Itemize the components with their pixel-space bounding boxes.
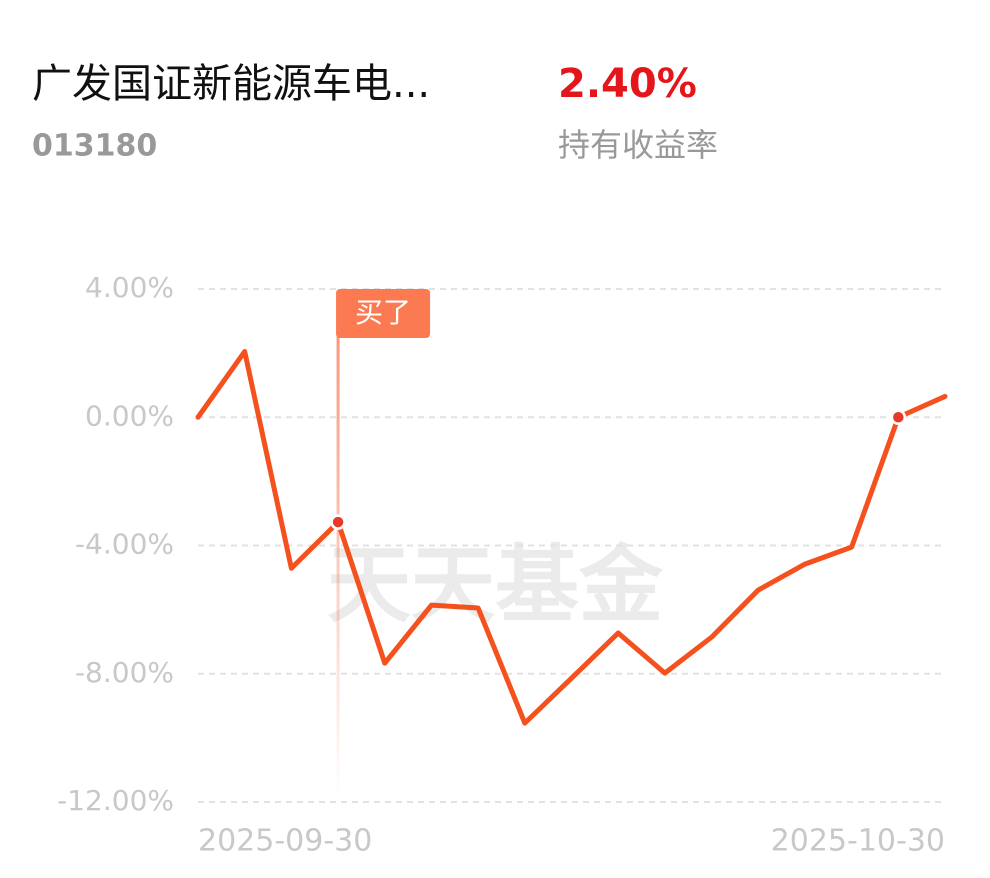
y-tick-label: -12.00% [57,784,174,817]
return-value: 2.40% [558,61,697,107]
buy-tag [336,289,431,338]
fund-code: 013180 [32,129,157,164]
y-tick-label: -8.00% [75,656,174,689]
watermark: 天天基金 [327,535,664,634]
buy-tag-text: 买了 [355,296,411,329]
buy-line [336,330,340,797]
return-label: 持有收益率 [558,126,718,164]
fund-title: 广发国证新能源车电... [32,61,430,107]
x-tick-label: 2025-09-30 [198,824,372,859]
y-tick-label: 4.00% [85,271,174,304]
x-tick-label: 2025-10-30 [771,824,945,859]
point-marker [890,409,907,425]
y-tick-label: -4.00% [75,528,174,561]
y-tick-label: 0.00% [85,399,174,432]
line [195,349,948,726]
point-marker [330,514,346,530]
